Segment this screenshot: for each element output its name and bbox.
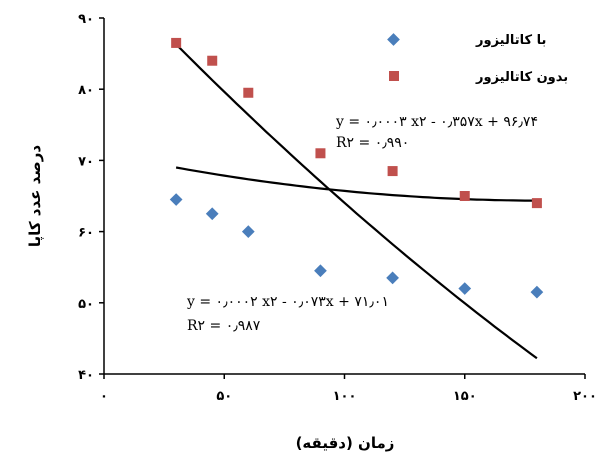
trendline-r2-series-2: R۲ = ۰٫۹۹۰ [336,135,409,151]
y-tick-label: ۸۰ [78,83,94,98]
data-point-series-2 [459,191,470,201]
data-point-series-1 [169,193,183,206]
trendline-equation-series-1: y = ۰٫۰۰۰۲ x۲ - ۰٫۰۷۳x + ۷۱٫۰۱ [186,294,389,310]
data-point-series-1 [386,271,399,285]
legend-marker-series-2 [389,71,399,81]
data-point-series-2 [315,148,326,159]
x-tick-label: ۵۰ [216,389,232,404]
trendlines [175,43,538,360]
x-tick-label: ۱۵۰ [453,389,477,404]
x-tick-label: ۰ [100,389,108,404]
data-point-series-1 [530,285,544,299]
trendline-r2-series-1: R۲ = ۰٫۹۸۷ [187,318,261,334]
y-axis-title: درصد عدد کاپا [26,145,45,247]
legend-marker-series-1 [387,33,400,46]
data-point-series-2 [207,55,218,66]
data-points [169,37,544,299]
x-axis-title: زمان (دقیقه) [296,434,395,452]
y-tick-label: ۷۰ [78,154,94,169]
data-point-series-1 [458,282,472,295]
y-tick-label: ۹۰ [78,12,94,27]
x-tick-labels: ۰ ۵۰ ۱۰۰ ۱۵۰ ۲۰۰ [100,389,597,404]
y-tick-label: ۴۰ [78,368,94,383]
x-tick-label: ۱۰۰ [333,389,357,404]
data-point-series-1 [205,207,219,221]
data-point-series-2 [171,37,182,48]
data-point-series-1 [241,225,255,238]
tick-marks [99,17,586,379]
data-point-series-2 [387,166,398,177]
legend: با کاتالیزور بدون کاتالیزور [387,33,568,85]
trendline-equation-series-2: y = ۰٫۰۰۰۳ x۲ - ۰٫۳۵۷x + ۹۶٫۷۴ [335,114,538,130]
trendline-series-1 [175,166,537,202]
trendline-series-2 [175,43,538,360]
data-point-series-2 [243,87,254,98]
data-point-series-2 [531,198,542,209]
y-tick-label: ۶۰ [78,226,94,241]
y-tick-label: ۵۰ [78,297,94,312]
y-tick-labels: ۴۰ ۵۰ ۶۰ ۷۰ ۸۰ ۹۰ [78,12,94,383]
legend-label-series-2: بدون کاتالیزور [475,70,568,85]
x-tick-label: ۲۰۰ [573,389,597,404]
legend-label-series-1: با کاتالیزور [475,33,546,48]
trendline-equations: y = ۰٫۰۰۰۳ x۲ - ۰٫۳۵۷x + ۹۶٫۷۴ R۲ = ۰٫۹۹… [186,114,538,334]
data-point-series-1 [314,264,327,278]
